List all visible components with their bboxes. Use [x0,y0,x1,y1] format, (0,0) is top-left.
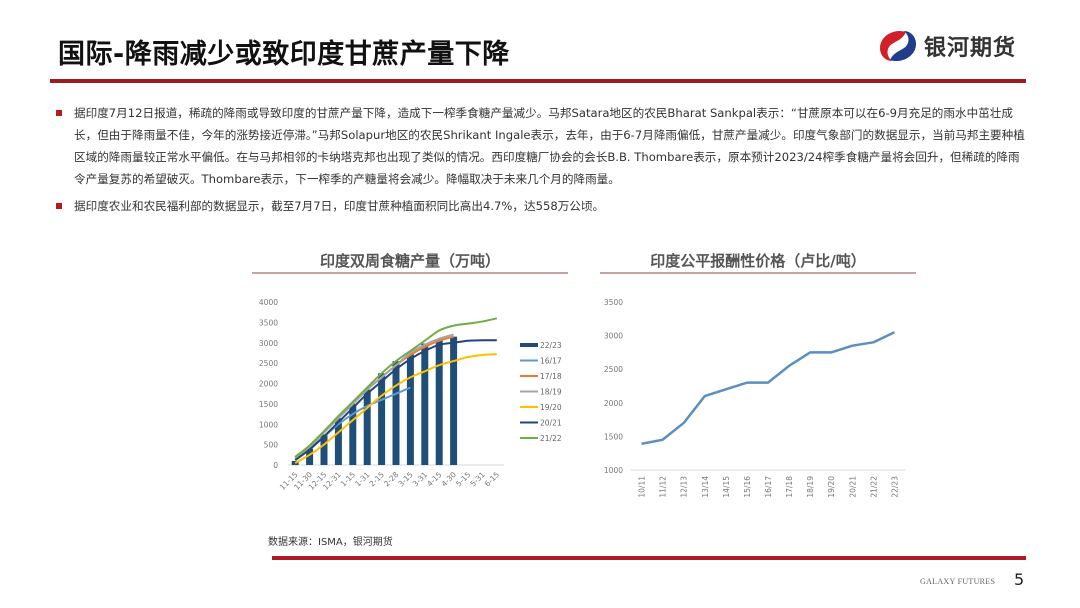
svg-text:19/20: 19/20 [827,476,836,498]
svg-text:18/19: 18/19 [806,476,815,498]
svg-text:17/18: 17/18 [540,372,562,381]
svg-text:0: 0 [273,461,278,470]
footer-brand: GALAXY FUTURES [920,577,996,586]
svg-text:5-31: 5-31 [468,470,487,489]
svg-text:21/22: 21/22 [540,434,562,443]
svg-text:4-30: 4-30 [440,470,459,489]
chart-title-underline [600,272,916,274]
svg-text:1000: 1000 [259,420,278,429]
bullet-text: 据印度7月12日报道，稀疏的降雨或导致印度的甘蔗产量下降，造成下一榨季食糖产量减… [74,106,1025,186]
svg-text:22/23: 22/23 [540,341,562,350]
header-divider [50,79,1026,83]
svg-text:20/21: 20/21 [848,476,857,498]
svg-text:17/18: 17/18 [785,476,794,498]
svg-text:2500: 2500 [259,359,278,368]
svg-text:3500: 3500 [259,318,278,327]
svg-text:2-28: 2-28 [382,470,401,489]
frp-price-chart: 1000 1500 2000 2500 3000 3500 10/11 11/12 12/13 1… [604,298,905,498]
svg-text:1-15: 1-15 [339,470,358,489]
chart-title-sugar-production: 印度双周食糖产量（万吨） [319,252,500,270]
svg-text:6-15: 6-15 [483,470,502,489]
svg-text:4000: 4000 [259,298,278,307]
svg-text:3000: 3000 [259,339,278,348]
svg-text:11/12: 11/12 [659,476,668,498]
svg-text:1500: 1500 [604,432,623,441]
chart-title-frp-price: 印度公平报酬性价格（卢比/吨） [650,252,866,270]
page-title: 国际-降雨减少或致印度甘蔗产量下降 [58,39,510,70]
svg-text:10/11: 10/11 [638,476,647,498]
svg-text:3-15: 3-15 [396,470,415,489]
bullet-item: 据印度农业和农民福利部的数据显示，截至7月7日，印度甘蔗种植面积同比高出4.7%… [52,195,1027,217]
svg-text:3-31: 3-31 [411,470,430,489]
sugar-production-chart: 0500100015002000250030003500400011-1511-… [259,298,562,492]
bullet-square-icon [56,203,62,209]
svg-text:1500: 1500 [259,400,278,409]
galaxy-logo-icon [880,30,916,62]
svg-text:4-15: 4-15 [425,470,444,489]
svg-text:18/19: 18/19 [540,388,562,397]
svg-text:5-15: 5-15 [454,470,473,489]
svg-text:12/13: 12/13 [680,476,689,498]
bullet-list: 据印度7月12日报道，稀疏的降雨或导致印度的甘蔗产量下降，造成下一榨季食糖产量减… [52,102,1027,222]
svg-text:16/17: 16/17 [540,357,562,366]
bullet-square-icon [56,110,62,116]
footer-divider [272,556,1026,560]
svg-text:15/16: 15/16 [743,476,752,498]
bullet-item: 据印度7月12日报道，稀疏的降雨或导致印度的甘蔗产量下降，造成下一榨季食糖产量减… [52,102,1027,190]
svg-text:3500: 3500 [604,298,623,307]
svg-text:3000: 3000 [604,332,623,341]
logo-text: 银河期货 [924,36,1017,61]
logo: 银河期货 [876,28,1016,64]
chart-title-underline [252,272,568,274]
svg-text:2000: 2000 [604,399,623,408]
svg-text:16/17: 16/17 [764,476,773,498]
bullet-text: 据印度农业和农民福利部的数据显示，截至7月7日，印度甘蔗种植面积同比高出4.7%… [74,199,605,213]
svg-text:1000: 1000 [604,466,623,475]
svg-text:19/20: 19/20 [540,403,562,412]
svg-text:2-15: 2-15 [368,470,387,489]
svg-text:1-31: 1-31 [353,470,372,489]
svg-text:2500: 2500 [604,365,623,374]
svg-text:14/15: 14/15 [722,476,731,498]
svg-text:2000: 2000 [259,380,278,389]
svg-text:22/23: 22/23 [890,476,899,498]
svg-text:21/22: 21/22 [869,476,878,498]
svg-text:20/21: 20/21 [540,419,562,428]
svg-text:500: 500 [264,441,279,450]
page-number: 5 [1014,570,1025,589]
svg-text:13/14: 13/14 [701,476,710,498]
data-source: 数据来源：ISMA，银河期货 [268,537,393,548]
